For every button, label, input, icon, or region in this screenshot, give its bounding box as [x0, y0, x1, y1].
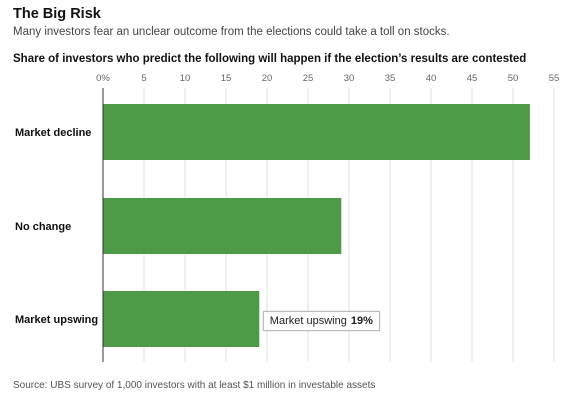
x-tick-label: 10	[180, 73, 191, 84]
tooltip-value: 19%	[350, 315, 373, 327]
x-tick-label: 35	[385, 73, 396, 84]
page-title: The Big Risk	[13, 6, 101, 22]
category-label: Market upswing	[15, 314, 98, 326]
chart-title: Share of investors who predict the follo…	[13, 53, 527, 65]
x-tick-label: 20	[262, 73, 273, 84]
x-tick-label: 40	[426, 73, 437, 84]
x-tick-label: 45	[467, 73, 478, 84]
x-tick-label: 15	[221, 73, 232, 84]
x-tick-label: 0%	[96, 73, 110, 84]
category-labels: Market decline No change Market upswing	[15, 127, 98, 326]
bar-tooltip: Market upswing 19%	[262, 311, 380, 331]
source-note: Source: UBS survey of 1,000 investors wi…	[13, 380, 376, 391]
bar-market-upswing[interactable]	[103, 291, 260, 347]
bar-no-change[interactable]	[103, 198, 342, 254]
x-tick-label: 25	[303, 73, 314, 84]
bars	[103, 104, 530, 347]
x-tick-label: 50	[508, 73, 519, 84]
category-label: No change	[15, 221, 71, 233]
x-tick-label: 30	[344, 73, 355, 84]
bar-market-decline[interactable]	[103, 104, 530, 160]
x-axis-ticks: 0% 5 10 15 20 25 30 35 40 45 50 55	[96, 73, 559, 84]
x-tick-label: 5	[141, 73, 146, 84]
page-subtitle: Many investors fear an unclear outcome f…	[13, 26, 450, 38]
tooltip-label: Market upswing	[269, 315, 347, 327]
x-tick-label: 55	[549, 73, 560, 84]
category-label: Market decline	[15, 127, 91, 139]
